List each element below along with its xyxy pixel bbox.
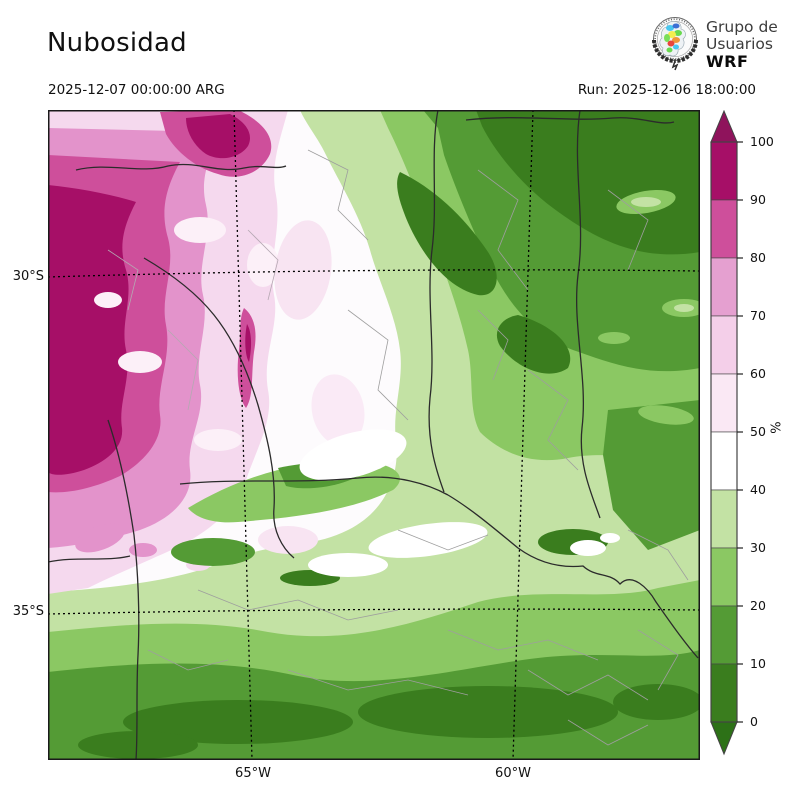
logo-line1: Grupo de xyxy=(706,17,778,36)
colorbar-under-arrow xyxy=(710,721,738,756)
graticule-lines xyxy=(48,110,700,760)
colorbar-tick-80: 80 xyxy=(750,250,766,265)
colorbar-tick-10: 10 xyxy=(750,656,766,671)
lat-tick-30s: 30°S xyxy=(12,269,44,284)
meridian-65w xyxy=(233,110,253,760)
lat-tick-35s: 35°S xyxy=(12,604,44,619)
lon-tick-65w: 65°W xyxy=(235,766,271,781)
logo-line3: WRF xyxy=(706,52,749,72)
province-boundaries xyxy=(48,110,699,760)
page-title: Nubosidad xyxy=(47,28,187,58)
colorbar-tick-50: 50 xyxy=(750,424,766,439)
colorbar-ticks xyxy=(737,141,743,723)
valid-time-label: 2025-12-07 00:00:00 ARG xyxy=(48,82,225,98)
wrf-logo-text: Grupo de Usuarios WRF xyxy=(706,17,778,72)
colorbar-tick-100: 100 xyxy=(750,134,774,149)
colorbar-tick-90: 90 xyxy=(750,192,766,207)
lon-tick-60w: 60°W xyxy=(495,766,531,781)
colorbar-tick-20: 20 xyxy=(750,598,766,613)
colorbar-over-arrow xyxy=(710,109,738,143)
colorbar-tick-0: 0 xyxy=(750,714,758,729)
colorbar-tick-70: 70 xyxy=(750,308,766,323)
colorbar-unit-label: % xyxy=(769,421,785,434)
wrf-users-group-logo: Grupo de Usuarios WRF xyxy=(648,12,778,78)
logo-line2: Usuarios xyxy=(706,35,773,54)
colorbar-tick-60: 60 xyxy=(750,366,766,381)
wrf-logo-emblem-icon xyxy=(648,12,702,78)
colorbar-scale xyxy=(710,109,743,756)
cloud-cover-map xyxy=(48,110,700,760)
map-canvas xyxy=(48,110,700,760)
colorbar-tick-40: 40 xyxy=(750,482,766,497)
department-boundaries xyxy=(107,149,689,746)
colorbar-tick-30: 30 xyxy=(750,540,766,555)
parallel-35s xyxy=(48,608,700,615)
meridian-60w xyxy=(512,110,534,760)
parallel-30s xyxy=(48,269,700,278)
run-time-label: Run: 2025-12-06 18:00:00 xyxy=(577,82,756,98)
colorbar: 100 90 80 70 60 50 40 30 20 10 0 % xyxy=(710,109,800,770)
